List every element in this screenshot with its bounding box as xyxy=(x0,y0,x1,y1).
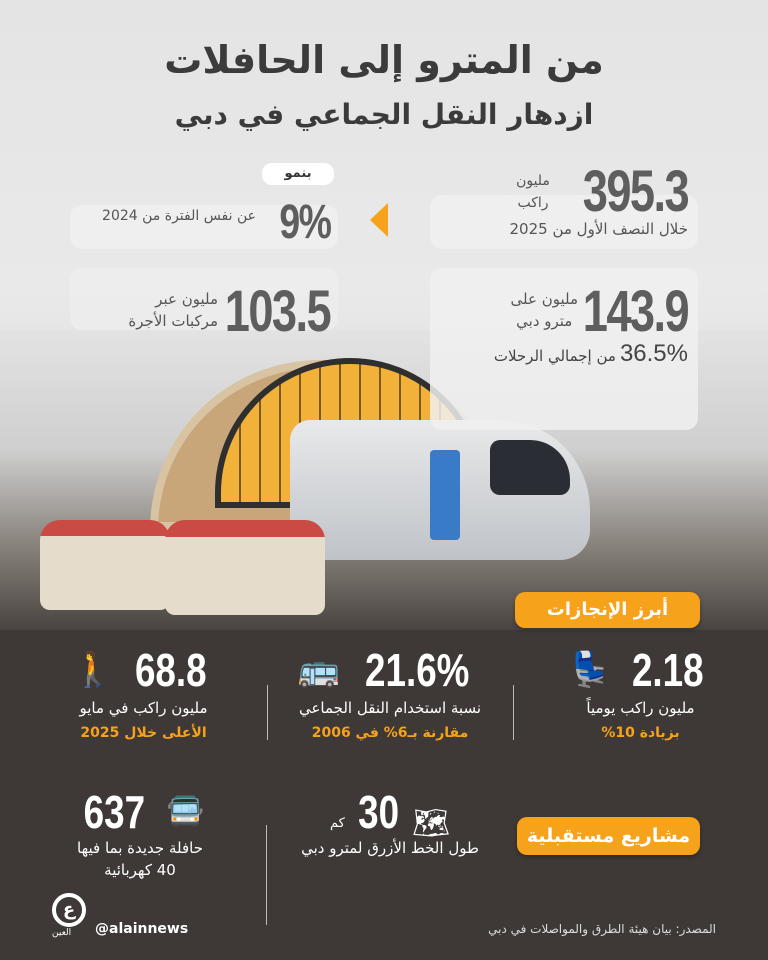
future-blue-line: 🗺 30 كم طول الخط الأزرق لمترو دبي xyxy=(301,786,479,857)
metro-card xyxy=(430,268,698,430)
taxi-car xyxy=(40,520,170,610)
alain-logo-text: العين xyxy=(52,928,72,938)
total-value: 395.3 xyxy=(582,159,690,224)
metro-value: 143.9 xyxy=(582,279,690,344)
metro-unit: مليون على مترو دبي xyxy=(510,290,578,330)
page-subtitle: ازدهار النقل الجماعي في دبي xyxy=(174,98,594,131)
achievement-daily-riders: 2.18 💺 مليون راكب يومياً بزيادة 10% xyxy=(568,644,704,741)
social-handle[interactable]: @alainnews xyxy=(95,921,189,937)
future-new-buses: 🚍 637 حافلة جديدة بما فيها 40 كهربائية xyxy=(77,786,205,879)
achievement-may-riders: 68.8 🚶 مليون راكب في مايو الأعلى خلال 20… xyxy=(71,644,208,741)
divider xyxy=(267,685,268,740)
metro-train xyxy=(290,420,590,560)
bus-icon: 🚌 xyxy=(297,650,340,690)
taxi-unit: مليون عبر مركبات الأجرة xyxy=(128,290,218,330)
divider xyxy=(266,825,267,925)
route-map-icon: 🗺 xyxy=(411,806,451,841)
growth-caption: عن نفس الفترة من 2024 xyxy=(102,208,256,224)
electric-bus-icon: 🚍 xyxy=(166,794,205,829)
total-caption: خلال النصف الأول من 2025 xyxy=(509,220,689,238)
metro-share: 36.5% من إجمالي الرحلات xyxy=(493,340,688,367)
arrow-left-icon xyxy=(370,203,388,237)
page-title: من المترو إلى الحافلات xyxy=(164,38,604,82)
achievements-badge: أبرز الإنجازات xyxy=(515,592,700,628)
seated-passengers-icon: 💺 xyxy=(568,650,611,690)
alain-logo: ع xyxy=(52,893,86,927)
taxi-card xyxy=(70,268,338,330)
total-unit: مليون راكب xyxy=(516,173,550,211)
future-projects-badge: مشاريع مستقبلية xyxy=(517,817,700,855)
achievement-usage-share: 21.6% 🚌 نسبة استخدام النقل الجماعي مقارن… xyxy=(297,644,482,741)
growth-card xyxy=(70,205,338,249)
source-note: المصدر: بيان هيئة الطرق والمواصلات في دب… xyxy=(488,922,716,936)
taxi-car xyxy=(165,520,325,615)
passenger-boarding-icon: 🚶 xyxy=(71,650,114,690)
growth-badge: بنمو xyxy=(262,163,334,185)
taxi-value: 103.5 xyxy=(224,279,332,344)
growth-value: 9% xyxy=(279,196,332,249)
total-passengers-card xyxy=(430,195,698,249)
divider xyxy=(513,685,514,740)
